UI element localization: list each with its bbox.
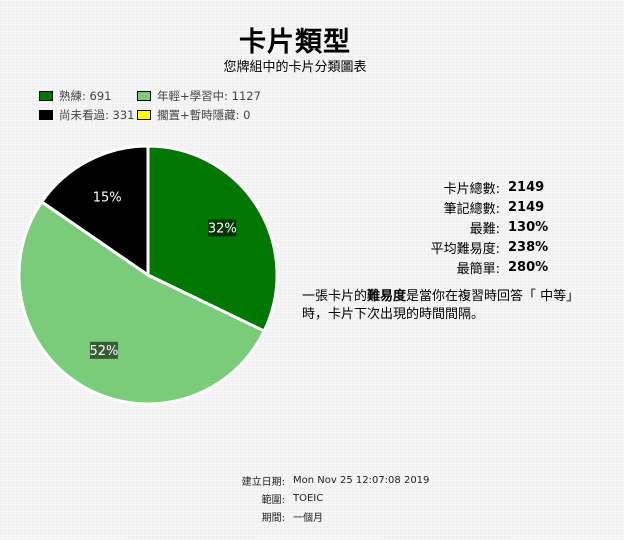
footer-value: Mon Nov 25 12:07:08 2019	[293, 474, 430, 486]
ease-note-keyword: 難易度	[367, 289, 407, 304]
pie-percent-label: 52%	[89, 344, 118, 359]
legend-swatch-unseen	[39, 110, 53, 120]
stats-table: 卡片總數: 2149 筆記總數: 2149 最難: 130% 平均難易度: 23…	[380, 177, 549, 277]
stat-value: 280%	[508, 259, 549, 275]
ease-note-text-before: 一張卡片的	[302, 289, 368, 304]
stat-row-hardest: 最難: 130%	[380, 217, 549, 237]
legend-label-mature: 熟練: 691	[59, 89, 112, 103]
legend-item-mature: 熟練: 691	[39, 88, 111, 104]
stat-row-total-cards: 卡片總數: 2149	[380, 177, 548, 197]
footer-value: TOEIC	[293, 492, 324, 504]
pie-label-unseen: 15%	[93, 190, 122, 205]
legend-swatch-mature	[39, 91, 53, 101]
footer-row-period: 期間: 一個月	[0, 507, 429, 525]
footer-value: 一個月	[293, 512, 323, 524]
stat-value: 238%	[508, 239, 549, 255]
pie-slice-young-learning	[17, 199, 267, 406]
stat-value: 2149	[508, 199, 545, 215]
footer-label: 建立日期:	[241, 476, 285, 488]
legend-swatch-young-learning	[137, 91, 151, 101]
footer-label: 範圍:	[261, 494, 285, 506]
stat-row-total-notes: 筆記總數: 2149	[380, 197, 548, 217]
pie-slice-mature	[146, 144, 279, 334]
pie-label-backdrop	[208, 219, 237, 237]
deck-info-footer: 建立日期: Mon Nov 25 12:07:08 2019 範圍: TOEIC…	[0, 471, 430, 525]
legend-label-suspended-buried: 擱置+暫時隱藏: 0	[157, 108, 251, 122]
legend-item-unseen: 尚未看過: 331	[39, 107, 134, 123]
pie-label-young-learning: 52%	[89, 341, 118, 359]
footer-row-scope: 範圍: TOEIC	[0, 489, 429, 507]
pie-percent-label: 15%	[93, 190, 122, 205]
stat-row-average-ease: 平均難易度: 238%	[380, 237, 549, 257]
footer-label: 期間:	[261, 512, 285, 524]
stat-value: 130%	[508, 219, 549, 235]
pie-slice-unseen	[39, 144, 150, 278]
legend-item-young-learning: 年輕+學習中: 1127	[137, 88, 261, 104]
ease-note-text-after: 是當你在複習時回答「 中等」時，卡片下次出現的時間間隔。	[302, 289, 573, 322]
stat-label: 平均難易度:	[430, 241, 500, 257]
stat-row-easiest: 最簡單: 280%	[380, 257, 549, 277]
pie-label-mature: 32%	[208, 219, 237, 237]
stat-value: 2149	[508, 179, 545, 195]
legend-item-suspended-buried: 擱置+暫時隱藏: 0	[137, 107, 250, 123]
stat-label: 筆記總數:	[443, 201, 500, 217]
pie-label-backdrop	[89, 341, 118, 359]
legend-label-young-learning: 年輕+學習中: 1127	[157, 89, 261, 103]
pie-chart: 32% 52% 15%	[17, 144, 279, 406]
chart-title: 卡片類型	[239, 27, 351, 58]
pie-percent-label: 32%	[208, 221, 237, 236]
stat-label: 卡片總數:	[443, 181, 500, 197]
legend-swatch-suspended-buried	[137, 110, 151, 120]
stat-label: 最簡單:	[456, 261, 500, 277]
footer-row-created: 建立日期: Mon Nov 25 12:07:08 2019	[0, 471, 430, 489]
legend-label-unseen: 尚未看過: 331	[59, 108, 135, 122]
stat-label: 最難:	[469, 221, 500, 237]
chart-subtitle: 您牌組中的卡片分類圖表	[223, 60, 367, 75]
ease-explanation: 一張卡片的難易度是當你在複習時回答「 中等」時，卡片下次出現的時間間隔。	[302, 288, 577, 324]
